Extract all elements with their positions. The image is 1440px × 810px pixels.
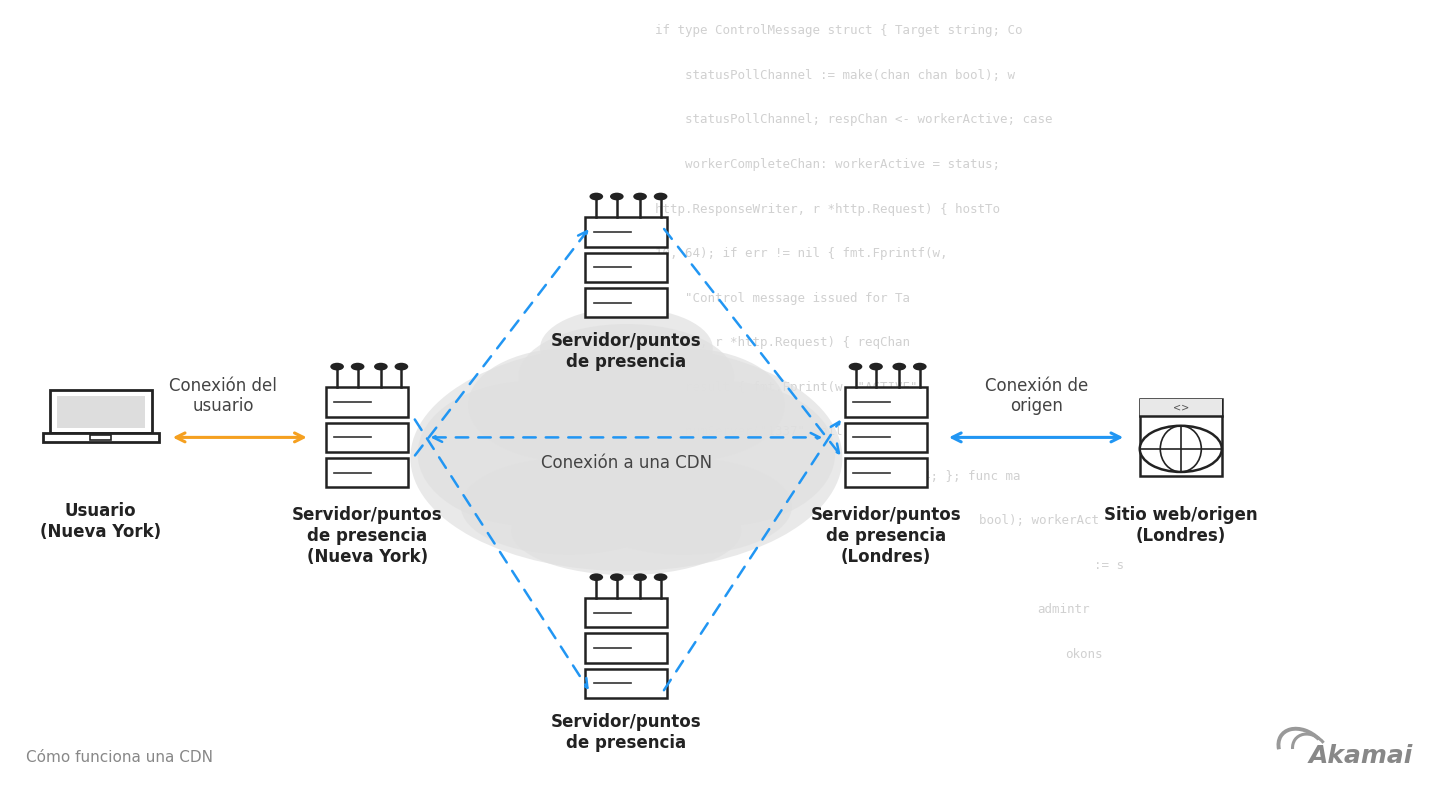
FancyBboxPatch shape — [585, 598, 667, 627]
FancyBboxPatch shape — [1140, 399, 1223, 416]
Circle shape — [589, 573, 603, 581]
FancyBboxPatch shape — [585, 288, 667, 318]
Text: int64; }; func ma: int64; }; func ma — [893, 470, 1021, 483]
Text: okons: okons — [1066, 648, 1103, 661]
Ellipse shape — [468, 348, 670, 462]
FancyBboxPatch shape — [327, 387, 409, 416]
Text: numServer("1337", nil)); };pa: numServer("1337", nil)); };pa — [655, 425, 903, 438]
Text: "Control message issued for Ta: "Control message issued for Ta — [655, 292, 910, 305]
Text: admintr: admintr — [1037, 603, 1089, 616]
Circle shape — [374, 363, 387, 370]
Circle shape — [611, 193, 624, 200]
FancyBboxPatch shape — [844, 387, 927, 416]
Circle shape — [351, 363, 364, 370]
Text: http.ResponseWriter, r *http.Request) { hostTo: http.ResponseWriter, r *http.Request) { … — [655, 202, 1001, 215]
Text: workerCompleteChan: workerActive = status;: workerCompleteChan: workerActive = statu… — [655, 158, 1001, 171]
Text: Conexión a una CDN: Conexión a una CDN — [541, 454, 711, 471]
FancyBboxPatch shape — [585, 633, 667, 663]
Circle shape — [654, 573, 668, 581]
Ellipse shape — [518, 324, 734, 429]
FancyBboxPatch shape — [844, 423, 927, 452]
FancyBboxPatch shape — [585, 217, 667, 246]
Ellipse shape — [583, 348, 785, 462]
Circle shape — [1140, 426, 1221, 472]
Circle shape — [870, 363, 883, 370]
Circle shape — [634, 573, 647, 581]
Ellipse shape — [410, 344, 842, 571]
Text: statusPollChannel := make(chan chan bool); w: statusPollChannel := make(chan chan bool… — [655, 69, 1015, 82]
FancyBboxPatch shape — [91, 435, 111, 440]
Ellipse shape — [576, 458, 792, 555]
Text: Servidor/puntos
de presencia: Servidor/puntos de presencia — [552, 332, 701, 371]
Text: Writer, r *http.Request) { reqChan: Writer, r *http.Request) { reqChan — [655, 336, 910, 349]
Text: Servidor/puntos
de presencia
(Nueva York): Servidor/puntos de presencia (Nueva York… — [292, 506, 442, 566]
Text: := s: := s — [1094, 559, 1125, 572]
FancyBboxPatch shape — [56, 395, 145, 428]
Text: Cómo funciona una CDN: Cómo funciona una CDN — [26, 750, 213, 765]
Circle shape — [330, 363, 344, 370]
Circle shape — [893, 363, 906, 370]
Text: Sitio web/origen
(Londres): Sitio web/origen (Londres) — [1104, 506, 1257, 545]
FancyBboxPatch shape — [844, 458, 927, 488]
Ellipse shape — [418, 381, 648, 526]
Text: statusPollChannel; respChan <- workerActive; case: statusPollChannel; respChan <- workerAct… — [655, 113, 1053, 126]
Ellipse shape — [540, 308, 713, 389]
Text: Akamai: Akamai — [1309, 744, 1413, 768]
Ellipse shape — [461, 458, 677, 555]
Circle shape — [634, 193, 647, 200]
Text: bool); workerAct: bool); workerAct — [979, 514, 1099, 527]
Circle shape — [848, 363, 863, 370]
Text: Servidor/puntos
de presencia: Servidor/puntos de presencia — [552, 713, 701, 752]
FancyBboxPatch shape — [43, 433, 158, 442]
Ellipse shape — [605, 381, 835, 526]
Ellipse shape — [511, 486, 742, 575]
Text: if type ControlMessage struct { Target string; Co: if type ControlMessage struct { Target s… — [655, 24, 1022, 37]
Text: Servidor/puntos
de presencia
(Londres): Servidor/puntos de presencia (Londres) — [811, 506, 960, 566]
Circle shape — [395, 363, 409, 370]
Circle shape — [654, 193, 668, 200]
FancyBboxPatch shape — [327, 458, 409, 488]
Circle shape — [611, 573, 624, 581]
Text: result { fmt.Fprint(w, "ACTIVE": result { fmt.Fprint(w, "ACTIVE" — [655, 381, 917, 394]
FancyBboxPatch shape — [585, 253, 667, 282]
FancyBboxPatch shape — [327, 423, 409, 452]
Text: <>: <> — [1172, 403, 1189, 412]
Text: Usuario
(Nueva York): Usuario (Nueva York) — [40, 502, 161, 541]
Text: Conexión de
origen: Conexión de origen — [985, 377, 1089, 416]
FancyBboxPatch shape — [585, 669, 667, 698]
Circle shape — [589, 193, 603, 200]
FancyBboxPatch shape — [1140, 399, 1223, 476]
Text: 10, 64); if err != nil { fmt.Fprintf(w,: 10, 64); if err != nil { fmt.Fprintf(w, — [655, 247, 948, 260]
FancyBboxPatch shape — [49, 390, 153, 433]
Text: Conexión del
usuario: Conexión del usuario — [170, 377, 276, 416]
Circle shape — [913, 363, 927, 370]
